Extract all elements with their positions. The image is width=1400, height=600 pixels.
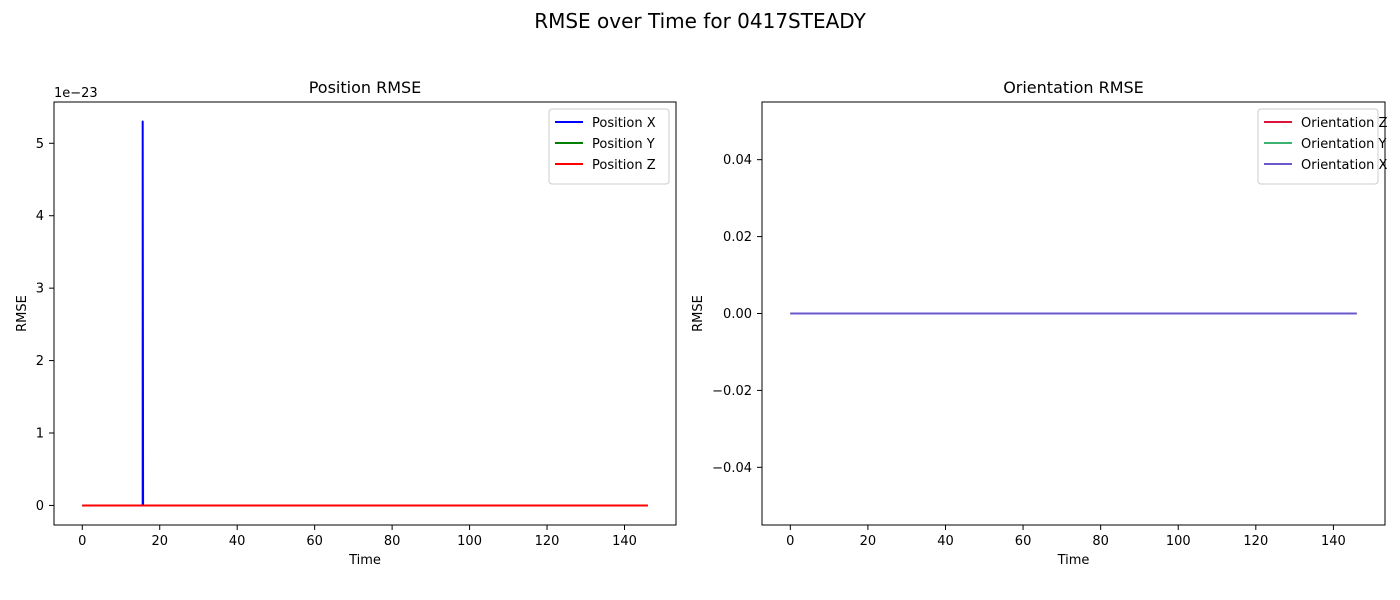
- chart-1-x-tick-label: 60: [306, 534, 323, 549]
- chart-2-x-tick-label: 40: [937, 534, 954, 549]
- chart-2-x-tick-label: 100: [1166, 534, 1191, 549]
- chart-1: 0 20 40 60 80 100 120 140 0 1 2 3 4 5 1e−23 Position RM…: [15, 78, 677, 568]
- chart-2-y-tick-label: 0.00: [723, 307, 752, 322]
- chart-2-legend: Orientation Z Orientation Y Orientation X: [1257, 108, 1388, 185]
- chart-2-x-tick-label: 0: [786, 534, 794, 549]
- chart-2-y-tick-label: 0.02: [723, 230, 752, 245]
- chart-1-y-tick-label: 1: [36, 427, 44, 442]
- chart-2-x-tick-label: 20: [860, 534, 877, 549]
- chart-1-legend-box: [548, 108, 670, 185]
- chart-1-x-tick-label: 140: [612, 534, 637, 549]
- chart-2-title: Orientation RMSE: [1003, 78, 1144, 97]
- chart-1-y-tick-label: 4: [36, 209, 44, 224]
- chart-1-legend: Position X Position Y Position Z: [548, 108, 670, 185]
- chart-1-legend-label-2: Position Y: [592, 137, 655, 152]
- chart-1-y-tick-label: 5: [36, 137, 44, 152]
- chart-1-axes-frame: [53, 101, 677, 526]
- chart-1-y-axis-label: RMSE: [15, 295, 30, 332]
- chart-1-title: Position RMSE: [309, 78, 422, 97]
- chart-2-y-tick-label: −0.04: [712, 461, 752, 476]
- chart-2-y-tick-label: 0.04: [723, 153, 752, 168]
- chart-1-y-tick-label: 2: [36, 354, 44, 369]
- chart-2-legend-label-2: Orientation Y: [1301, 137, 1387, 152]
- chart-1-offset-text: 1e−23: [54, 86, 98, 101]
- chart-1-x-tick-label: 80: [384, 534, 401, 549]
- chart-1-x-tick-label: 100: [457, 534, 482, 549]
- chart-1-x-tick-label: 120: [535, 534, 560, 549]
- charts-container: 0 20 40 60 80 100 120 140 0 1 2 3 4 5 1e−23 Position RM…: [15, 78, 1388, 568]
- chart-2-legend-box: [1257, 108, 1379, 185]
- chart-2-y-axis-label: RMSE: [691, 295, 706, 332]
- chart-1-x-axis-label: Time: [348, 553, 381, 568]
- chart-1-legend-label-1: Position X: [592, 116, 656, 131]
- chart-2-x-tick-label: 60: [1015, 534, 1032, 549]
- chart-2-legend-label-3: Orientation X: [1301, 158, 1388, 173]
- chart-2-legend-label-1: Orientation Z: [1301, 116, 1388, 131]
- chart-2: 0 20 40 60 80 100 120 140 −0.04 −0.02 0.00 0.02 0.04…: [691, 78, 1388, 568]
- chart-2-x-axis-label: Time: [1057, 553, 1090, 568]
- chart-2-y-tick-label: −0.02: [712, 384, 752, 399]
- chart-2-x-tick-label: 120: [1243, 534, 1268, 549]
- chart-1-legend-label-3: Position Z: [592, 158, 656, 173]
- chart-1-x-tick-label: 40: [229, 534, 246, 549]
- figure-title: RMSE over Time for 0417STEADY: [534, 9, 866, 33]
- chart-1-x-tick-label: 20: [151, 534, 168, 549]
- chart-2-x-tick-label: 80: [1092, 534, 1109, 549]
- chart-1-y-tick-label: 3: [36, 282, 44, 297]
- chart-1-x-tick-label: 0: [78, 534, 86, 549]
- chart-2-x-tick-label: 140: [1321, 534, 1346, 549]
- chart-1-y-tick-label: 0: [36, 499, 44, 514]
